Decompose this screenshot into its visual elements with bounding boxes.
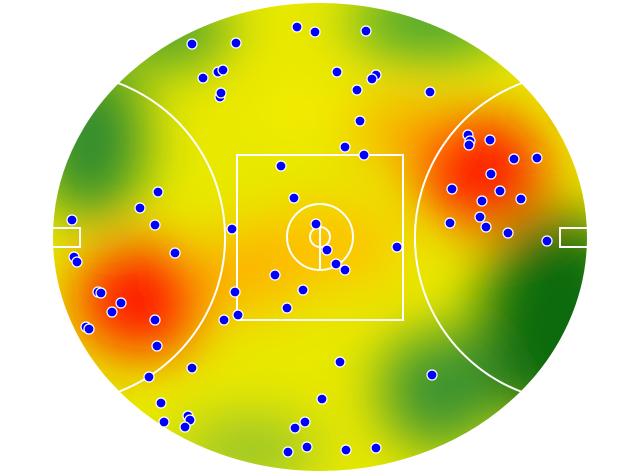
point — [83, 323, 95, 335]
arc-left — [117, 82, 227, 393]
goal-square-right — [559, 227, 588, 248]
point — [71, 256, 83, 268]
point — [334, 356, 346, 368]
point — [232, 309, 244, 321]
point — [226, 223, 238, 235]
point — [339, 264, 351, 276]
point — [515, 193, 527, 205]
point — [474, 211, 486, 223]
point — [143, 371, 155, 383]
point — [288, 192, 300, 204]
point — [426, 369, 438, 381]
point — [152, 186, 164, 198]
point — [218, 314, 230, 326]
point — [351, 84, 363, 96]
point — [289, 422, 301, 434]
point — [446, 183, 458, 195]
point — [66, 214, 78, 226]
arc-right — [413, 82, 523, 393]
goal-square-left — [52, 227, 81, 248]
point — [339, 141, 351, 153]
point — [301, 441, 313, 453]
point — [508, 153, 520, 165]
point — [151, 340, 163, 352]
point — [158, 416, 170, 428]
point — [360, 25, 372, 37]
point — [299, 416, 311, 428]
point — [186, 38, 198, 50]
point — [424, 86, 436, 98]
point — [215, 87, 227, 99]
point — [316, 393, 328, 405]
point — [179, 421, 191, 433]
point — [134, 202, 146, 214]
point — [370, 442, 382, 454]
point — [106, 306, 118, 318]
point — [444, 217, 456, 229]
point — [269, 269, 281, 281]
point — [354, 115, 366, 127]
points — [66, 21, 553, 458]
point — [297, 284, 309, 296]
point — [330, 258, 342, 270]
point — [366, 73, 378, 85]
point — [149, 314, 161, 326]
point — [115, 297, 127, 309]
point — [502, 227, 514, 239]
point — [230, 37, 242, 49]
point — [494, 185, 506, 197]
boundary — [51, 1, 589, 473]
point — [281, 302, 293, 314]
point — [197, 72, 209, 84]
point — [358, 149, 370, 161]
point — [485, 168, 497, 180]
point — [391, 241, 403, 253]
point — [480, 221, 492, 233]
point — [484, 134, 496, 146]
point — [95, 287, 107, 299]
point — [309, 26, 321, 38]
point — [217, 64, 229, 76]
point — [149, 219, 161, 231]
point — [186, 362, 198, 374]
point — [229, 286, 241, 298]
point — [155, 397, 167, 409]
point — [463, 139, 475, 151]
point — [282, 446, 294, 458]
point — [331, 66, 343, 78]
point — [310, 218, 322, 230]
point — [531, 152, 543, 164]
point — [541, 235, 553, 247]
point — [169, 247, 181, 259]
point — [275, 160, 287, 172]
point — [476, 195, 488, 207]
point — [291, 21, 303, 33]
point — [340, 444, 352, 456]
centre-square — [236, 154, 404, 321]
point — [321, 244, 333, 256]
